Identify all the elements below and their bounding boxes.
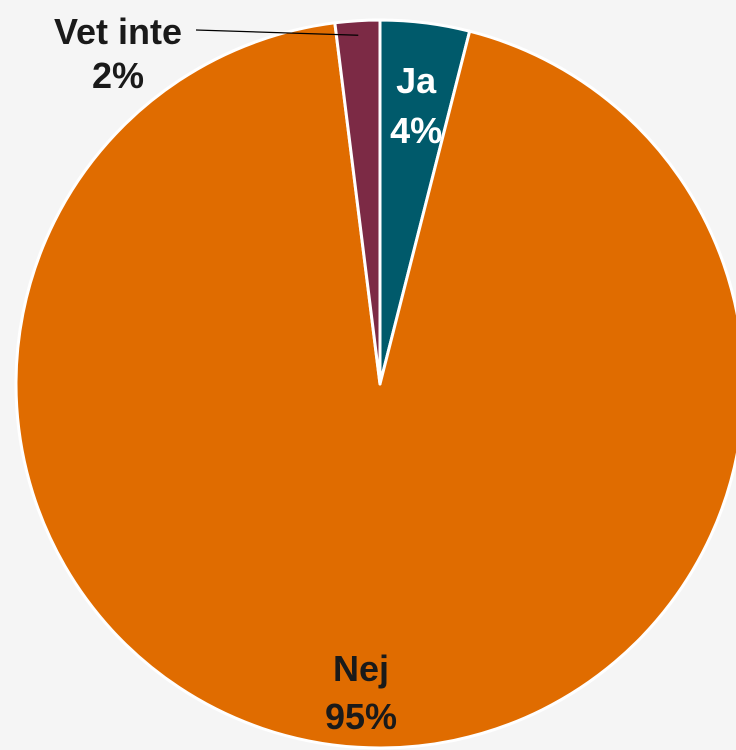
slice-value-label-vet-inte: 2% bbox=[92, 55, 144, 96]
pie-slice-vet-inte bbox=[333, 18, 382, 386]
slice-label-ja: Ja bbox=[396, 60, 437, 101]
slice-label-vet-inte: Vet inte bbox=[54, 11, 182, 52]
pie-slices bbox=[14, 18, 736, 750]
slice-value-label-nej: 95% bbox=[325, 696, 397, 737]
leader-line-vet-inte bbox=[195, 29, 359, 36]
pie-slice-nej bbox=[14, 21, 736, 750]
leader-lines bbox=[195, 29, 359, 36]
slice-label-nej: Nej bbox=[333, 648, 389, 689]
slice-value-label-ja: 4% bbox=[390, 110, 442, 151]
